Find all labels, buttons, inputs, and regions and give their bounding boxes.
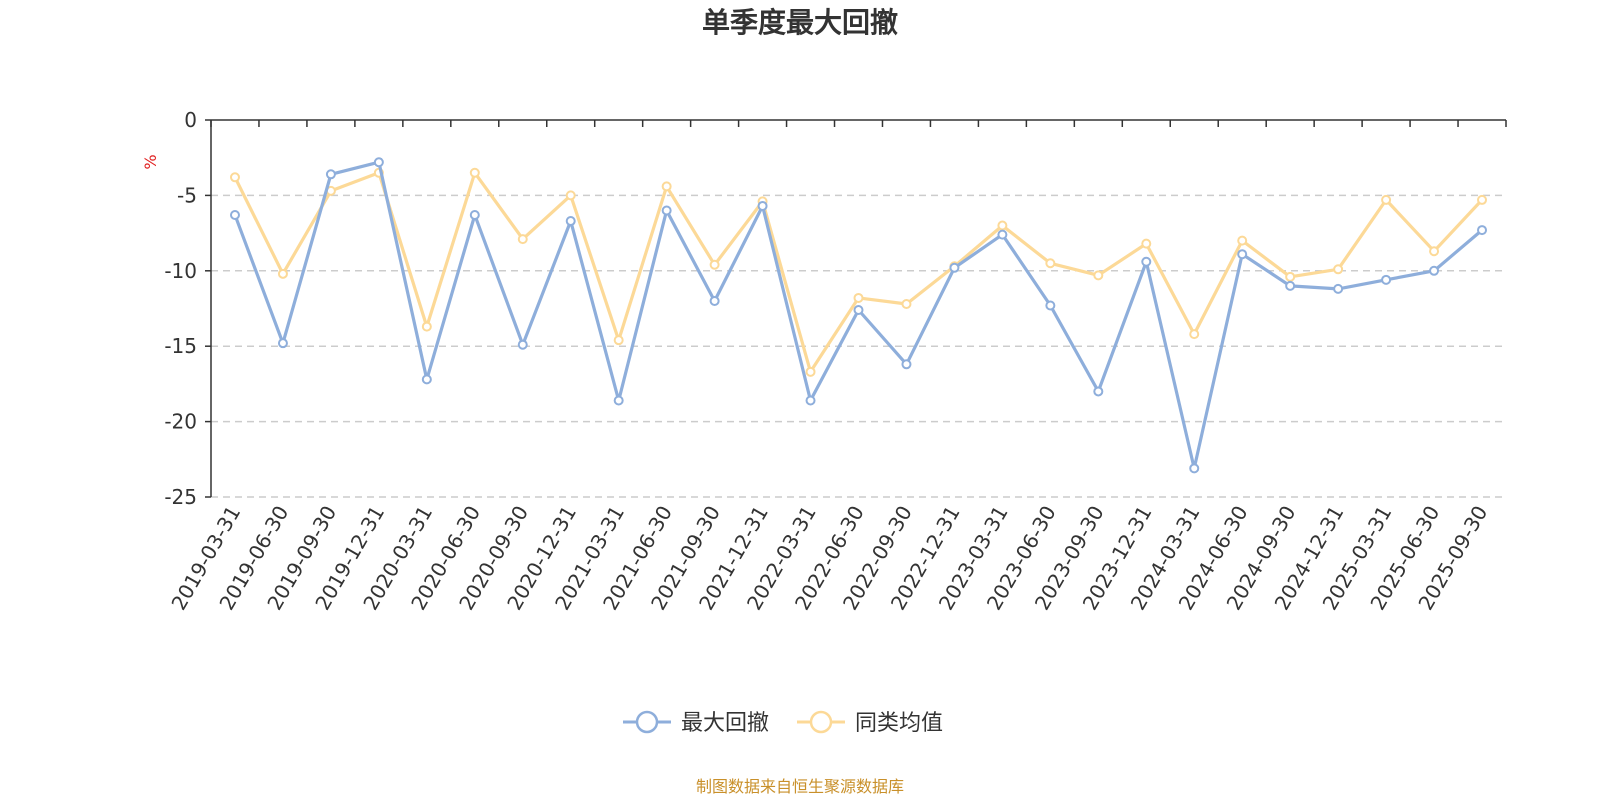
data-point[interactable] bbox=[1285, 280, 1296, 291]
legend-label: 同类均值 bbox=[855, 711, 943, 736]
y-tick-label: -15 bbox=[164, 334, 197, 358]
data-point[interactable] bbox=[1381, 194, 1392, 205]
data-point[interactable] bbox=[469, 167, 480, 178]
data-point[interactable] bbox=[1429, 246, 1440, 257]
data-point[interactable] bbox=[373, 157, 384, 168]
y-tick-label: -25 bbox=[164, 485, 197, 509]
legend-marker-icon bbox=[635, 710, 659, 734]
y-tick-label: -5 bbox=[177, 183, 197, 207]
data-point[interactable] bbox=[325, 169, 336, 180]
y-axis: 0 -5 -10 -15 -20 -25 bbox=[164, 108, 212, 509]
y-axis-unit: % bbox=[141, 154, 160, 169]
data-point[interactable] bbox=[853, 292, 864, 303]
data-point[interactable] bbox=[1429, 265, 1440, 276]
data-point[interactable] bbox=[853, 305, 864, 316]
data-point[interactable] bbox=[1477, 225, 1488, 236]
y-tick-label: -20 bbox=[164, 410, 197, 434]
data-point[interactable] bbox=[1381, 274, 1392, 285]
data-point[interactable] bbox=[949, 262, 960, 273]
x-axis: 2019-03-312019-06-302019-09-302019-12-31… bbox=[166, 119, 1507, 614]
y-tick-label: -10 bbox=[164, 259, 197, 283]
data-point[interactable] bbox=[997, 229, 1008, 240]
data-point[interactable] bbox=[1477, 194, 1488, 205]
data-point[interactable] bbox=[1237, 235, 1248, 246]
series-max-drawdown bbox=[229, 157, 1488, 474]
data-point[interactable] bbox=[757, 200, 768, 211]
data-point[interactable] bbox=[997, 220, 1008, 231]
legend-label: 最大回撤 bbox=[681, 711, 769, 736]
data-point[interactable] bbox=[1141, 238, 1152, 249]
data-point[interactable] bbox=[421, 374, 432, 385]
data-point[interactable] bbox=[1189, 329, 1200, 340]
data-point[interactable] bbox=[517, 234, 528, 245]
data-point[interactable] bbox=[1045, 258, 1056, 269]
data-point[interactable] bbox=[1045, 300, 1056, 311]
data-point[interactable] bbox=[421, 321, 432, 332]
legend-marker-icon bbox=[809, 710, 833, 734]
data-point[interactable] bbox=[1333, 283, 1344, 294]
source-note: 制图数据来自恒生聚源数据库 bbox=[696, 777, 904, 796]
y-tick-label: 0 bbox=[184, 108, 197, 132]
data-point[interactable] bbox=[1285, 271, 1296, 282]
data-point[interactable] bbox=[1189, 463, 1200, 474]
data-point[interactable] bbox=[661, 181, 672, 192]
data-point[interactable] bbox=[709, 259, 720, 270]
plot-area bbox=[229, 157, 1488, 474]
chart-title: 单季度最大回撤 bbox=[702, 6, 898, 39]
data-point[interactable] bbox=[805, 395, 816, 406]
data-point[interactable] bbox=[613, 335, 624, 346]
data-point[interactable] bbox=[1093, 270, 1104, 281]
data-point[interactable] bbox=[1093, 386, 1104, 397]
grid-lines bbox=[211, 194, 1506, 498]
data-point[interactable] bbox=[229, 210, 240, 221]
data-point[interactable] bbox=[661, 205, 672, 216]
data-point[interactable] bbox=[277, 268, 288, 279]
data-point[interactable] bbox=[469, 210, 480, 221]
series-peer-average bbox=[229, 167, 1488, 377]
legend: 最大回撤 同类均值 bbox=[623, 710, 943, 736]
data-point[interactable] bbox=[565, 190, 576, 201]
data-point[interactable] bbox=[1141, 256, 1152, 267]
data-point[interactable] bbox=[277, 338, 288, 349]
data-point[interactable] bbox=[1333, 264, 1344, 275]
legend-item[interactable]: 同类均值 bbox=[797, 710, 943, 736]
data-point[interactable] bbox=[229, 172, 240, 183]
data-point[interactable] bbox=[901, 359, 912, 370]
data-point[interactable] bbox=[901, 298, 912, 309]
data-point[interactable] bbox=[565, 216, 576, 227]
data-point[interactable] bbox=[1237, 249, 1248, 260]
data-point[interactable] bbox=[709, 295, 720, 306]
legend-item[interactable]: 最大回撤 bbox=[623, 710, 769, 736]
data-point[interactable] bbox=[613, 395, 624, 406]
data-point[interactable] bbox=[517, 339, 528, 350]
data-point[interactable] bbox=[805, 366, 816, 377]
series-line bbox=[233, 171, 1484, 374]
